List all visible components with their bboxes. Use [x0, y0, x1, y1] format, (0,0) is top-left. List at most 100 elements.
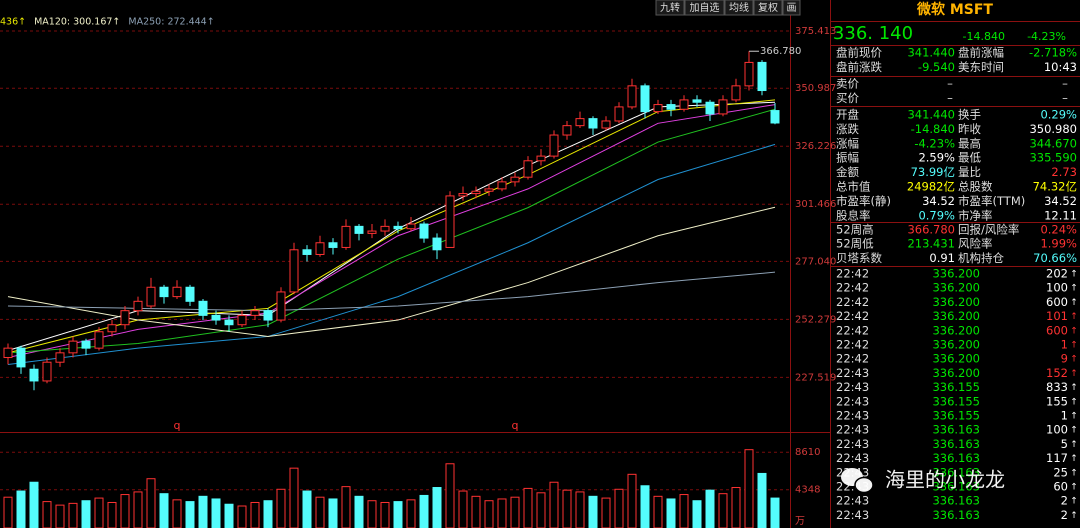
candle-body — [393, 225, 403, 230]
volume-bar — [198, 495, 208, 528]
volume-bar — [81, 500, 91, 528]
volume-bar — [276, 488, 286, 528]
trade-volume: 1 — [1061, 338, 1068, 352]
candle-body — [341, 225, 351, 248]
trade-price: 336.163 — [932, 437, 980, 451]
trade-price: 336.163 — [932, 423, 980, 437]
toolbar-button[interactable] — [684, 0, 725, 16]
candle-body — [146, 286, 156, 307]
y-tick-label: 277.040 — [795, 256, 836, 267]
candle-body — [263, 310, 273, 321]
volume-bar — [549, 481, 559, 528]
stat-value: 70.66% — [1033, 251, 1077, 265]
trade-time: 22:43 — [836, 508, 869, 522]
volume-bar — [458, 490, 468, 528]
quote-value: – — [1062, 91, 1068, 105]
candle-body — [445, 195, 455, 248]
stat-value: 2.59% — [918, 151, 955, 165]
ma-line — [7, 104, 776, 359]
stat-label: 风险率 — [958, 237, 993, 251]
volume-bar — [3, 496, 13, 528]
y-tick-label: 252.279 — [795, 314, 836, 325]
candle-body — [731, 85, 741, 101]
volume-bar — [757, 472, 767, 528]
candle-body — [198, 300, 208, 316]
candle-body — [81, 340, 91, 349]
trade-direction: ↑ — [1070, 440, 1078, 450]
y-tick-label: 350.987 — [795, 83, 836, 94]
volume-bar — [367, 500, 377, 528]
y-tick-label: 4348 — [795, 485, 820, 496]
toolbar-button[interactable] — [655, 0, 685, 16]
trade-direction: ↑ — [1070, 341, 1078, 351]
trade-direction: ↑ — [1070, 497, 1078, 507]
trade-volume: 60 — [1053, 480, 1068, 494]
trade-volume: 2 — [1061, 508, 1068, 522]
stat-label: 盘前现价 — [836, 46, 882, 60]
trade-time: 22:43 — [836, 366, 869, 380]
trade-volume: 100 — [1046, 423, 1068, 437]
stat-label: 市盈率(静) — [836, 194, 891, 208]
stat-value: -4.23% — [914, 136, 955, 150]
stat-label: 盘前涨幅 — [958, 46, 1004, 60]
stat-label: 振幅 — [836, 151, 859, 165]
volume-bar — [432, 487, 442, 528]
trade-volume: 100 — [1046, 281, 1068, 295]
stat-value: 74.32亿 — [1033, 180, 1077, 194]
trade-volume: 152 — [1046, 366, 1068, 380]
volume-bar — [380, 501, 390, 528]
volume-bar — [666, 498, 676, 528]
quote-value: – — [1062, 77, 1068, 91]
stat-value: 1.99% — [1040, 237, 1077, 251]
trade-volume: 117 — [1046, 451, 1068, 465]
event-marker: q — [512, 419, 519, 432]
toolbar-button[interactable] — [753, 0, 783, 16]
candle-body — [510, 176, 520, 183]
toolbar-button[interactable] — [724, 0, 754, 16]
trade-volume: 202 — [1046, 267, 1068, 281]
stat-value: -9.540 — [918, 60, 955, 74]
trade-direction: ↑ — [1070, 511, 1078, 521]
trade-volume: 155 — [1046, 394, 1068, 408]
candle-body — [692, 99, 702, 103]
volume-bar — [328, 498, 338, 528]
trade-direction: ↑ — [1070, 270, 1078, 280]
stat-label: 最高 — [958, 136, 981, 150]
candle-body — [549, 134, 559, 157]
volume-bar — [29, 481, 39, 528]
candle-body — [107, 324, 117, 333]
volume-bar — [263, 500, 273, 528]
candle-body — [640, 85, 650, 113]
wechat-icon — [854, 476, 874, 494]
toolbar-button[interactable] — [782, 0, 801, 16]
toolbar-label[interactable]: 均线 — [729, 1, 749, 14]
quote-label: 卖价 — [836, 77, 859, 91]
stat-value: 0.91 — [929, 251, 955, 265]
candle-body — [185, 286, 195, 302]
toolbar-label[interactable]: 复权 — [758, 1, 778, 14]
trade-time: 22:42 — [836, 352, 869, 366]
candle-body — [120, 310, 130, 326]
trade-price: 336.200 — [932, 281, 980, 295]
toolbar-label[interactable]: 加自选 — [690, 1, 720, 14]
trade-price: 336.155 — [932, 380, 980, 394]
trade-direction: ↑ — [1070, 298, 1078, 308]
stat-value: 34.52 — [922, 194, 955, 208]
volume-bar — [211, 498, 221, 528]
stat-label: 贝塔系数 — [836, 251, 882, 265]
candle-body — [224, 319, 234, 326]
trade-direction: ↑ — [1070, 454, 1078, 464]
toolbar-label[interactable]: 九转 — [660, 1, 680, 14]
trade-time: 22:42 — [836, 295, 869, 309]
toolbar-label[interactable]: 画 — [787, 3, 797, 14]
volume-bar — [614, 488, 624, 528]
candle-body — [380, 225, 390, 232]
candle-body — [276, 291, 286, 321]
trade-price: 336.200 — [932, 338, 980, 352]
quote-value: – — [947, 77, 953, 91]
volume-bar — [55, 504, 65, 528]
candle-body — [237, 314, 247, 326]
ma-line — [7, 108, 776, 354]
volume-bar — [419, 494, 429, 528]
